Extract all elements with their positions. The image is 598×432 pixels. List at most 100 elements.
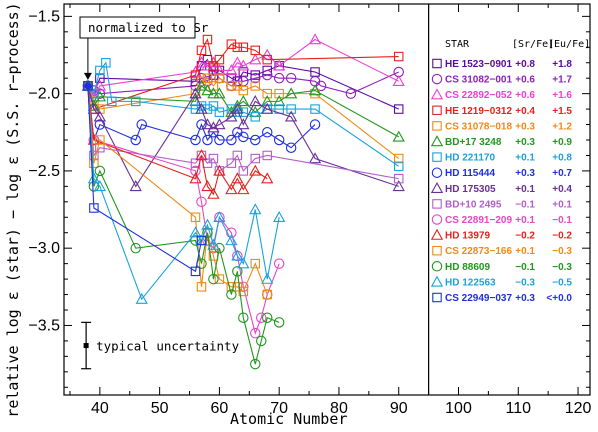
legend-srfe: −0.1 — [515, 262, 535, 273]
x-tick-label: 40 — [91, 400, 109, 417]
y-tick-label: −2.0 — [28, 86, 60, 103]
series-11 — [81, 79, 274, 199]
data-point — [273, 134, 285, 146]
data-point — [231, 56, 244, 68]
data-point — [214, 73, 225, 83]
data-point — [95, 142, 105, 153]
data-point — [129, 180, 142, 192]
data-point — [255, 312, 267, 323]
series-layer — [81, 33, 405, 370]
data-point — [196, 282, 207, 292]
legend-star-name: HD 175305 — [445, 184, 496, 195]
data-point — [135, 292, 148, 304]
legend-star-name: CS 22949−037 — [445, 293, 512, 304]
data-point — [250, 45, 261, 56]
data-point — [249, 95, 262, 107]
legend-srfe: +0.6 — [515, 90, 535, 101]
series-6 — [83, 57, 404, 172]
annotations: normalized to Sr typical uncertainty — [79, 16, 240, 370]
series-14 — [81, 79, 286, 304]
data-point — [273, 258, 285, 269]
legend-entry: HD 122563 −0.3 −0.5 — [430, 275, 572, 288]
data-point — [189, 87, 202, 99]
data-point — [308, 84, 322, 96]
data-point — [208, 61, 219, 71]
data-point — [107, 96, 117, 107]
data-point — [261, 312, 273, 323]
data-point — [431, 167, 443, 178]
data-point — [285, 142, 297, 153]
data-point — [208, 101, 219, 111]
x-tick-label: 70 — [270, 400, 288, 417]
data-point — [213, 210, 226, 222]
data-point — [208, 273, 219, 285]
legend-star-name: CS 22873−166 — [445, 246, 512, 257]
data-point — [432, 152, 442, 162]
data-point — [261, 69, 273, 81]
data-point — [238, 42, 249, 53]
data-point — [393, 161, 404, 172]
data-point — [226, 158, 237, 168]
data-point — [201, 180, 214, 192]
uncertainty-label: typical uncertainty — [96, 339, 239, 354]
data-point — [431, 214, 443, 225]
data-point — [130, 242, 141, 254]
legend-star-name: BD+10 2495 — [445, 199, 502, 210]
legend-entry: HD 88609 −0.1 −0.3 — [431, 261, 572, 273]
data-point — [225, 110, 238, 122]
data-point — [95, 104, 105, 114]
data-point — [214, 134, 225, 146]
legend-entry: CS 22891−209 +0.1 −0.1 — [431, 214, 572, 226]
data-point — [201, 118, 214, 130]
legend-star-name: HD 122563 — [445, 277, 496, 288]
normalized-label: normalized to Sr — [88, 20, 209, 35]
legend-srfe: +0.1 — [515, 153, 535, 164]
data-point — [190, 266, 201, 277]
normalized-box — [79, 16, 196, 39]
series-15 — [83, 81, 207, 277]
data-point — [393, 153, 404, 164]
legend-header-srfe: [Sr/Fe] — [512, 39, 554, 50]
x-tick-label: 50 — [151, 400, 169, 417]
data-point — [261, 95, 274, 107]
data-point — [286, 104, 296, 114]
series-line — [87, 85, 203, 273]
data-point — [101, 57, 111, 68]
data-point — [213, 164, 226, 176]
series-1 — [82, 65, 404, 99]
data-point — [237, 95, 250, 107]
series-line — [87, 38, 399, 98]
y-tick-label: −2.5 — [28, 163, 60, 180]
legend-entry: CS 22892−052 +0.6 +1.6 — [430, 88, 572, 101]
data-point — [237, 183, 250, 195]
data-point — [207, 87, 220, 99]
data-point — [226, 227, 237, 238]
data-point — [249, 164, 262, 176]
data-point — [431, 261, 443, 272]
legend-eufe: +0.8 — [552, 153, 572, 164]
data-point — [196, 235, 207, 246]
data-point — [231, 102, 244, 114]
data-point — [214, 274, 225, 284]
data-point — [231, 172, 244, 184]
data-point — [308, 33, 322, 45]
data-point — [93, 79, 106, 91]
legend-srfe: −0.1 — [515, 199, 535, 210]
data-point — [93, 90, 106, 102]
data-point — [250, 112, 261, 122]
uncertainty-point — [83, 343, 89, 349]
data-point — [430, 135, 444, 147]
legend-srfe: +0.3 — [515, 168, 535, 179]
data-point — [250, 258, 261, 269]
legend-eufe: +0.4 — [552, 184, 572, 195]
data-point — [195, 102, 208, 114]
data-point — [345, 88, 357, 99]
legend-srfe: −0.3 — [515, 277, 535, 288]
legend-entry: HD 115444 +0.3 +0.7 — [431, 167, 572, 179]
data-point — [432, 105, 442, 116]
series-line — [87, 85, 268, 295]
data-point — [207, 238, 220, 250]
data-point — [262, 54, 272, 65]
legend-eufe: −0.1 — [552, 215, 572, 226]
data-point — [310, 104, 320, 114]
